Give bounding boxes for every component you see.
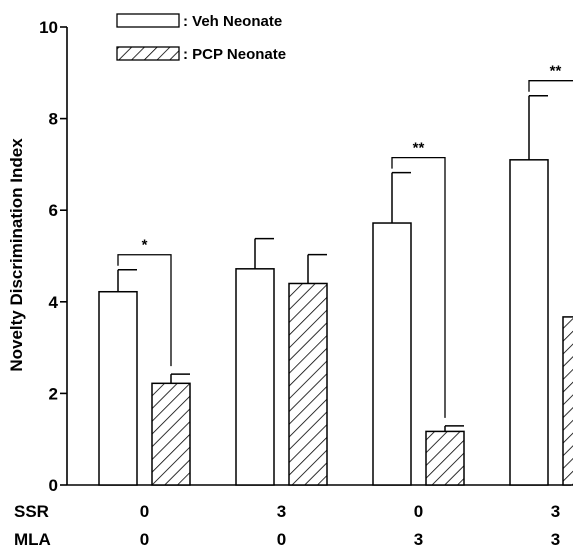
row-value: 0 [140,530,149,547]
row-label-mla: MLA [14,530,51,547]
legend-swatch-pcp [116,46,180,61]
row-value: 3 [414,530,423,547]
x-axis-group-labels: SSR 0 3 0 3 MLA 0 0 3 3 [14,502,560,547]
legend-label-veh: : Veh Neonate [183,13,282,30]
row-value: 3 [277,502,286,521]
row-label-ssr: SSR [14,502,49,521]
bar [562,316,573,486]
bars [98,94,573,486]
y-axis: 0 2 4 6 8 10 [39,18,571,495]
significance-label: ** [413,140,425,157]
y-tick-label: 8 [49,110,58,129]
significance-bracket [117,254,172,367]
significance-label: ** [550,63,562,80]
legend-swatch-veh [116,13,180,28]
bar [372,222,412,486]
significance-label: * [142,237,148,254]
bar [425,430,465,486]
y-axis-label: Novelty Discrimination Index [7,138,26,372]
legend: : Veh Neonate : PCP Neonate [116,13,286,63]
y-tick-label: 6 [49,201,58,220]
y-tick-label: 2 [49,384,58,403]
y-tick-label: 10 [39,18,58,37]
y-tick-label: 4 [49,293,59,312]
legend-label-pcp: : PCP Neonate [183,46,286,63]
y-tick-label: 0 [49,476,58,495]
significance-bracket [391,156,446,418]
significance-bracket [528,80,573,92]
bar [98,290,138,486]
row-value: 0 [414,502,423,521]
row-value: 3 [551,530,560,547]
bar [235,268,275,486]
bar [509,159,549,486]
row-value: 3 [551,502,560,521]
row-value: 0 [140,502,149,521]
bar [151,382,191,486]
bar [288,282,328,486]
row-value: 0 [277,530,286,547]
significance-brackets: ***** [117,63,573,418]
